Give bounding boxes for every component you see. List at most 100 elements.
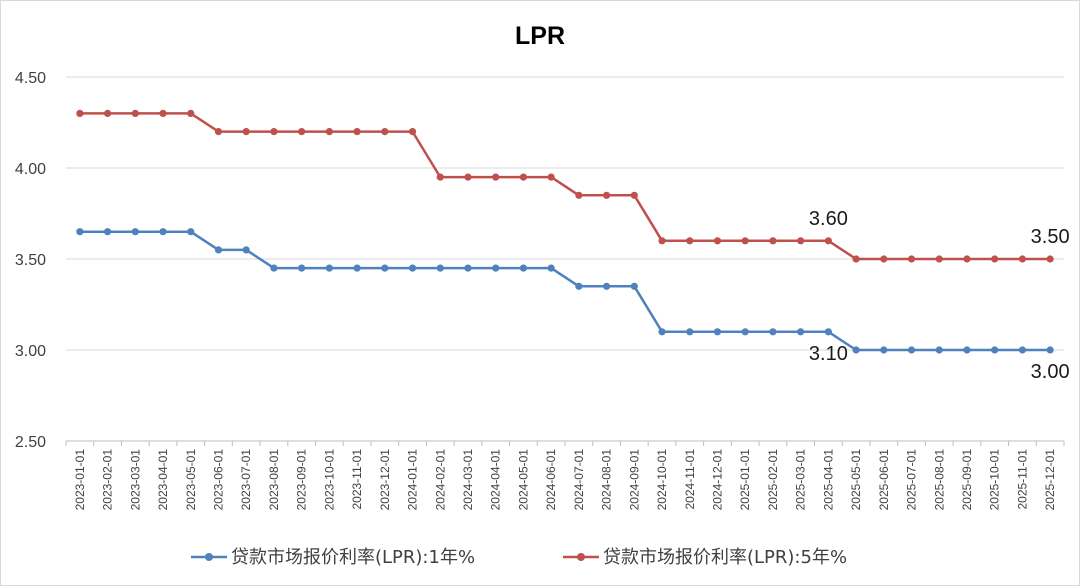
x-tick-label: 2025-02-01 (766, 449, 780, 511)
data-point (824, 328, 832, 336)
data-point (381, 264, 389, 272)
x-tick-label: 2023-06-01 (211, 449, 225, 511)
y-tick-label: 4.50 (15, 70, 46, 87)
data-point (658, 237, 666, 245)
series-lines (76, 109, 1054, 354)
data-label: 3.50 (1031, 226, 1070, 248)
y-axis: 2.50 3.00 3.50 4.00 4.50 (15, 70, 46, 451)
data-point (492, 173, 500, 181)
data-point (464, 173, 472, 181)
x-tick-label: 2023-08-01 (267, 449, 281, 511)
data-point (797, 237, 805, 245)
data-point (769, 328, 777, 336)
data-point (602, 191, 611, 199)
data-point (935, 346, 943, 354)
x-tick-label: 2024-07-01 (572, 449, 586, 511)
x-tick-label: 2023-01-01 (73, 449, 87, 511)
data-point (852, 346, 860, 354)
data-point (159, 228, 167, 236)
y-tick-label: 3.00 (15, 343, 46, 360)
data-point (270, 264, 278, 272)
data-point (408, 264, 417, 272)
x-tick-label: 2024-05-01 (516, 449, 530, 511)
x-tick-label: 2024-03-01 (461, 449, 475, 511)
data-point (298, 264, 306, 272)
data-point (547, 173, 555, 181)
data-point (935, 255, 943, 263)
data-point (963, 346, 971, 354)
data-point (103, 228, 112, 236)
x-tick-label: 2025-05-01 (849, 449, 863, 511)
data-point (325, 264, 333, 272)
x-tick-label: 2025-04-01 (821, 449, 835, 511)
data-labels: 3.60 3.50 3.10 3.00 (809, 208, 1070, 383)
legend: 贷款市场报价利率(LPR):1年% 贷款市场报价利率(LPR):5年% (191, 547, 847, 568)
chart-title: LPR (515, 22, 565, 50)
data-point (270, 128, 278, 136)
x-tick-label: 2023-10-01 (322, 449, 336, 511)
data-point (880, 255, 888, 263)
x-tick-label: 2023-03-01 (128, 449, 142, 511)
series-1y (76, 228, 1054, 354)
x-tick-label: 2023-05-01 (184, 449, 198, 511)
data-point (1018, 255, 1027, 263)
y-tick-label: 4.00 (15, 161, 46, 178)
data-point (991, 255, 999, 263)
data-point (353, 264, 361, 272)
data-point (76, 109, 84, 117)
data-point (547, 264, 555, 272)
x-tick-label: 2024-09-01 (627, 449, 641, 511)
x-tick-label: 2025-07-01 (905, 449, 919, 511)
x-tick-label: 2025-01-01 (738, 449, 752, 511)
x-tick-label: 2025-08-01 (932, 449, 946, 511)
data-point (325, 128, 333, 136)
data-label: 3.00 (1031, 361, 1070, 383)
data-point (741, 328, 749, 336)
y-tick-label: 3.50 (15, 252, 46, 269)
data-point (103, 109, 112, 117)
data-point (824, 237, 832, 245)
x-tick-label: 2024-01-01 (406, 449, 420, 511)
legend-marker (205, 553, 213, 561)
data-point (214, 128, 223, 136)
data-point (242, 246, 250, 254)
data-point (1018, 346, 1027, 354)
data-point (242, 128, 250, 136)
data-point (436, 264, 444, 272)
data-point (381, 128, 389, 136)
x-tick-label: 2023-09-01 (295, 449, 309, 511)
data-point (575, 282, 583, 290)
data-point (797, 328, 805, 336)
legend-item: 贷款市场报价利率(LPR):5年% (563, 547, 847, 568)
data-point (907, 255, 916, 263)
data-point (492, 264, 500, 272)
data-point (575, 191, 583, 199)
data-point (1046, 255, 1054, 263)
x-tick-label: 2025-03-01 (794, 449, 808, 511)
data-point (880, 346, 888, 354)
data-point (76, 228, 84, 236)
x-tick-label: 2024-11-01 (683, 449, 697, 510)
gridlines (66, 76, 1064, 351)
y-tick-label: 2.50 (15, 434, 46, 451)
x-tick-label: 2025-12-01 (1043, 449, 1057, 511)
legend-label: 贷款市场报价利率(LPR):5年% (603, 547, 847, 568)
x-tick-label: 2024-12-01 (710, 449, 724, 511)
data-point (464, 264, 472, 272)
data-point (907, 346, 916, 354)
data-point (741, 237, 749, 245)
series-line (79, 230, 1051, 352)
data-point (963, 255, 971, 263)
data-point (519, 173, 528, 181)
data-point (353, 128, 361, 136)
x-tick-label: 2024-02-01 (433, 449, 447, 511)
x-tick-label: 2023-07-01 (239, 449, 253, 511)
data-label: 3.10 (809, 343, 848, 365)
data-point (713, 237, 722, 245)
data-point (519, 264, 528, 272)
data-point (769, 237, 777, 245)
data-point (187, 228, 195, 236)
x-tick-label: 2025-06-01 (877, 449, 891, 511)
series-line (79, 112, 1051, 261)
